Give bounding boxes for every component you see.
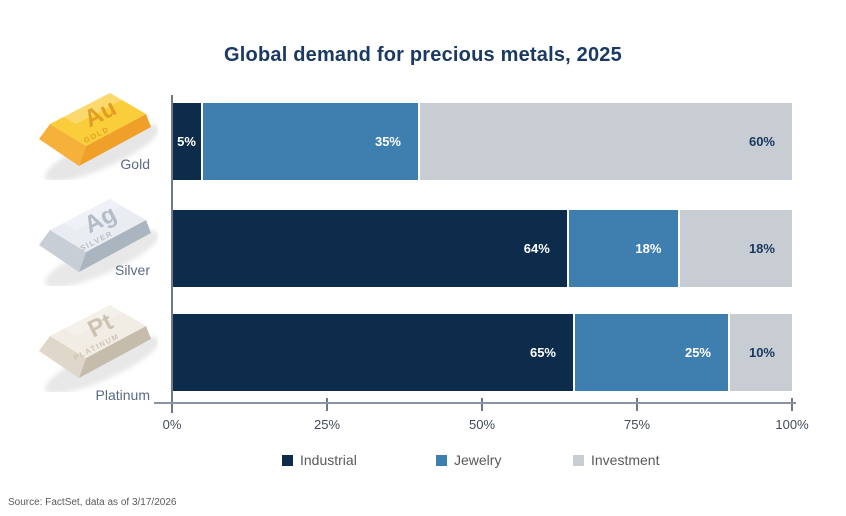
y-axis-line [171,95,173,413]
bar-segment-investment-gold: 60% [420,103,792,180]
legend-label: Investment [591,452,660,468]
x-axis-tick-label: 50% [468,417,496,432]
bar-segment-jewelry-gold: 35% [203,103,420,180]
bar-segment-industrial-platinum: 65% [172,314,575,391]
x-axis-tick-label: 0% [162,417,182,432]
bar-value-label: 18% [635,241,662,256]
x-axis-line [154,402,796,404]
legend-swatch [573,454,584,466]
bar-value-label: 65% [529,345,556,360]
gold-ingot-icon: Au GOLD [18,80,159,182]
metal-label-silver: Silver [114,262,150,278]
legend-item-jewelry: Jewelry [436,452,501,468]
bar-value-label: 60% [748,134,775,149]
legend-item-industrial: Industrial [282,452,357,468]
x-axis-tick [636,398,638,411]
chart-title: Global demand for precious metals, 2025 [224,44,622,66]
bar-segment-investment-platinum: 10% [730,314,792,391]
x-axis-tick-label: 100% [775,417,809,432]
bar-value-label: 18% [748,241,775,256]
legend-item-investment: Investment [573,452,659,468]
bar-value-label: 35% [374,134,401,149]
metal-label-platinum: Platinum [95,387,150,403]
x-axis-tick [481,398,483,411]
platinum-ingot-icon: Pt PLATINUM [18,292,159,394]
bar-segment-industrial-gold: 5% [172,103,203,180]
x-axis-tick [791,398,793,411]
x-axis-tick-label: 75% [623,417,651,432]
bar-value-label: 25% [684,345,711,360]
bar-segment-investment-silver: 18% [680,210,792,287]
legend-label: Industrial [300,452,357,468]
bar-value-label: 5% [177,134,196,149]
legend-swatch [282,454,293,466]
bar-value-label: 10% [748,345,775,360]
silver-ingot-icon: Ag SILVER [18,186,159,288]
bar-value-label: 64% [523,241,550,256]
bar-segment-industrial-silver: 64% [172,210,569,287]
source-note: Source: FactSet, data as of 3/17/2026 [8,497,177,508]
x-axis-tick [326,398,328,411]
legend-swatch [436,454,447,466]
legend-label: Jewelry [454,452,502,468]
bar-segment-jewelry-silver: 18% [568,210,681,287]
bar-segment-jewelry-platinum: 25% [575,314,730,391]
metal-label-gold: Gold [120,156,150,172]
x-axis-tick-label: 25% [313,417,341,432]
